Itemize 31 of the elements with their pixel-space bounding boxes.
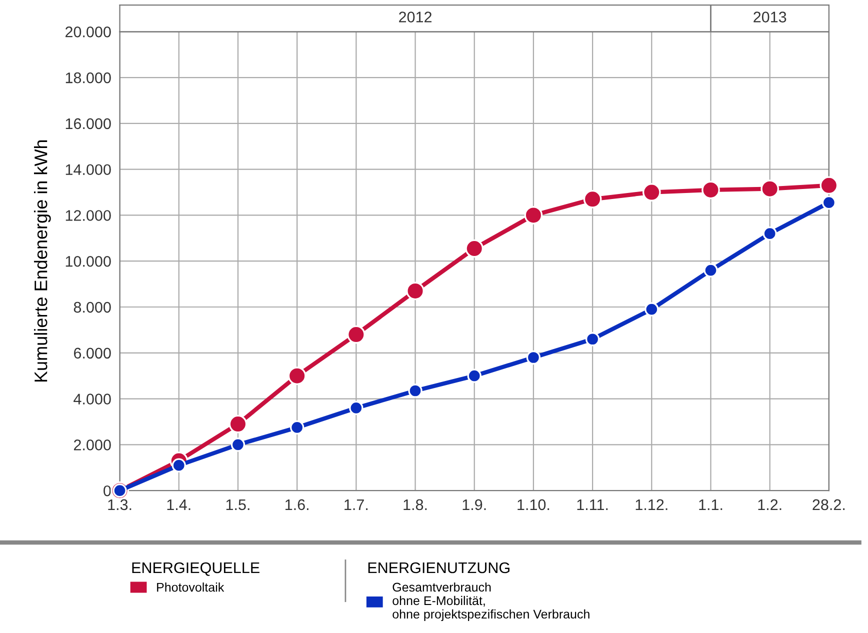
x-tick-label: 1.11. [577, 499, 608, 510]
x-tick-label: 28.2. [812, 499, 845, 510]
x-tick-label: 1.9. [462, 499, 486, 510]
legend-label: Photovoltaik [157, 582, 224, 592]
x-tick-label: 1.8. [404, 499, 427, 510]
x-tick-label: 1.1. [699, 499, 722, 510]
x-tick-label: 1.10. [518, 499, 550, 510]
y-tick-label: 4.000 [74, 394, 111, 404]
y-tick-label: 10.000 [66, 256, 111, 267]
x-tick-label: 1.12. [636, 499, 668, 510]
x-tick-label: 1.6. [286, 499, 308, 510]
y-tick-label: 2.000 [74, 440, 111, 450]
legend-label: Gesamtverbrauch ohne E-Mobilität, ohne projektspezifischen Verbrauch [392, 582, 590, 622]
y-tick-label: 0 [104, 485, 111, 496]
y-tick-label: 12.000 [66, 210, 111, 221]
text: ENERGIEQUELLE [132, 562, 260, 576]
x-tick-label: 1.5. [226, 499, 250, 510]
y-tick-label: 18.000 [66, 72, 111, 84]
y-tick-label: 16.000 [66, 118, 111, 130]
x-tick-label: 1.3. [108, 499, 132, 510]
text: 2012 [399, 12, 432, 22]
y-axis-title: Kumulierte Endenergie in kWh [34, 140, 51, 382]
y-tick-label: 8.000 [74, 302, 111, 313]
x-tick-label: 1.2. [758, 499, 782, 510]
y-tick-label: 14.000 [66, 164, 111, 176]
x-tick-label: 1.7. [344, 499, 368, 510]
text: 2013 [754, 12, 786, 22]
x-tick-label: 1.4. [167, 499, 190, 510]
y-tick-label: 6.000 [74, 348, 111, 359]
y-tick-label: 20.000 [65, 26, 111, 38]
text: ENERGIENUTZUNG [368, 562, 510, 574]
